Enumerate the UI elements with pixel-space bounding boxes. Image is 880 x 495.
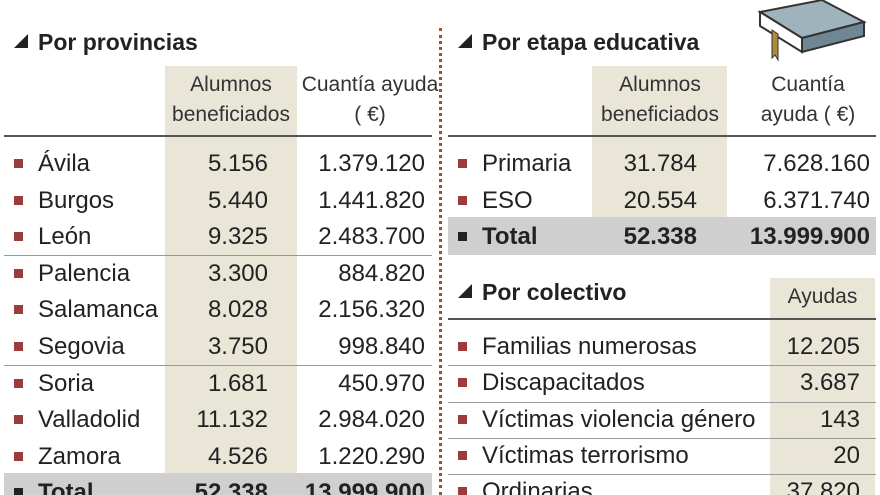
section-title: Por colectivo: [482, 279, 627, 305]
row-separator: [448, 474, 876, 476]
total-value: 52.338: [623, 223, 697, 251]
row-label: Víctimas violencia género: [482, 405, 756, 433]
row-label: Zamora: [38, 442, 121, 470]
row-value: 37.820: [786, 478, 860, 495]
bullet: [458, 378, 467, 388]
row-value: 1.220.290: [318, 442, 425, 470]
row-label: Ávila: [38, 150, 91, 177]
total-value: 52.338: [194, 479, 268, 495]
row-label: Burgos: [38, 186, 115, 214]
row-label: Valladolid: [38, 406, 141, 434]
row-value: 143: [819, 405, 860, 433]
column-header: Alumnos beneficiados: [172, 73, 290, 126]
row-label: Familias numerosas: [482, 333, 697, 360]
bullet: [14, 305, 23, 315]
total-band: [4, 473, 432, 495]
shade-column: [592, 66, 727, 220]
bullet: [14, 159, 23, 168]
column-header: Alumnos beneficiados: [601, 73, 719, 126]
row-label: Soria: [38, 369, 95, 397]
book-icon: [757, 0, 867, 62]
column-header: Cuantía ayuda ( €): [760, 73, 856, 126]
total-value: 13.999.900: [304, 479, 425, 495]
row-value: 1.681: [207, 369, 268, 397]
title-icon: [14, 34, 28, 48]
row-value: 11.132: [196, 406, 268, 434]
row-separator: [4, 254, 432, 256]
row-label: ESO: [482, 186, 533, 214]
row-value: 2.156.320: [318, 296, 425, 324]
header-rule: [4, 135, 432, 137]
row-value: 7.628.160: [763, 150, 870, 177]
row-value: 998.840: [338, 333, 425, 360]
row-value: 9.325: [207, 223, 268, 251]
row-value: 2.483.700: [318, 223, 425, 251]
bullet: [14, 342, 23, 351]
row-value: 5.156: [207, 150, 268, 177]
row-value: 12.205: [786, 333, 860, 360]
bullet: [458, 232, 467, 242]
title-icon: [458, 34, 472, 48]
row-separator: [4, 364, 432, 366]
row-label: Primaria: [482, 150, 572, 177]
row-value: 8.028: [207, 296, 268, 324]
row-label: Segovia: [38, 333, 125, 360]
row-separator: [448, 437, 876, 439]
header-rule: [448, 135, 876, 137]
row-label: Palencia: [38, 259, 131, 287]
row-value: 20.554: [623, 186, 697, 214]
row-value: 884.820: [338, 259, 425, 287]
row-value: 20: [833, 441, 860, 469]
bullet: [14, 268, 23, 278]
title-icon: [458, 284, 472, 298]
total-label: Total: [482, 223, 538, 251]
bullet: [14, 451, 23, 461]
row-value: 3.300: [207, 259, 268, 287]
total-band: [448, 217, 876, 256]
column-header: Cuantía ayuda ( €): [301, 73, 439, 126]
header-rule: [448, 318, 876, 320]
row-label: Víctimas terrorismo: [482, 441, 689, 469]
section-title: Por provincias: [38, 29, 198, 55]
row-separator: [448, 401, 876, 403]
bullet: [14, 488, 23, 495]
divider: [439, 28, 442, 495]
bullet: [458, 414, 467, 424]
row-value: 4.526: [207, 442, 268, 470]
row-value: 3.750: [207, 333, 268, 360]
column-header: Ayudas: [787, 285, 858, 308]
row-label: Discapacitados: [482, 369, 645, 397]
row-separator: [448, 365, 876, 367]
bullet: [14, 378, 23, 388]
row-value: 1.441.820: [318, 186, 425, 214]
bullet: [458, 342, 467, 351]
row-value: 5.440: [207, 186, 268, 214]
bullet: [458, 450, 467, 460]
section-title: Por etapa educativa: [482, 29, 700, 55]
total-label: Total: [38, 479, 94, 495]
row-label: Ordinarias: [482, 478, 593, 495]
bullet: [458, 195, 467, 205]
bullet: [14, 232, 23, 242]
row-value: 2.984.020: [318, 406, 425, 434]
bullet: [458, 159, 467, 168]
row-label: León: [38, 223, 92, 251]
shade-column: [165, 66, 297, 495]
row-value: 450.970: [338, 369, 425, 397]
row-value: 6.371.740: [763, 186, 870, 214]
row-value: 1.379.120: [318, 150, 425, 177]
total-value: 13.999.900: [749, 223, 870, 251]
row-value: 3.687: [799, 369, 860, 397]
shade-column: [770, 278, 875, 495]
row-value: 31.784: [623, 150, 697, 177]
row-label: Salamanca: [38, 296, 159, 324]
bullet: [458, 487, 467, 495]
bullet: [14, 415, 23, 425]
bullet: [14, 195, 23, 205]
